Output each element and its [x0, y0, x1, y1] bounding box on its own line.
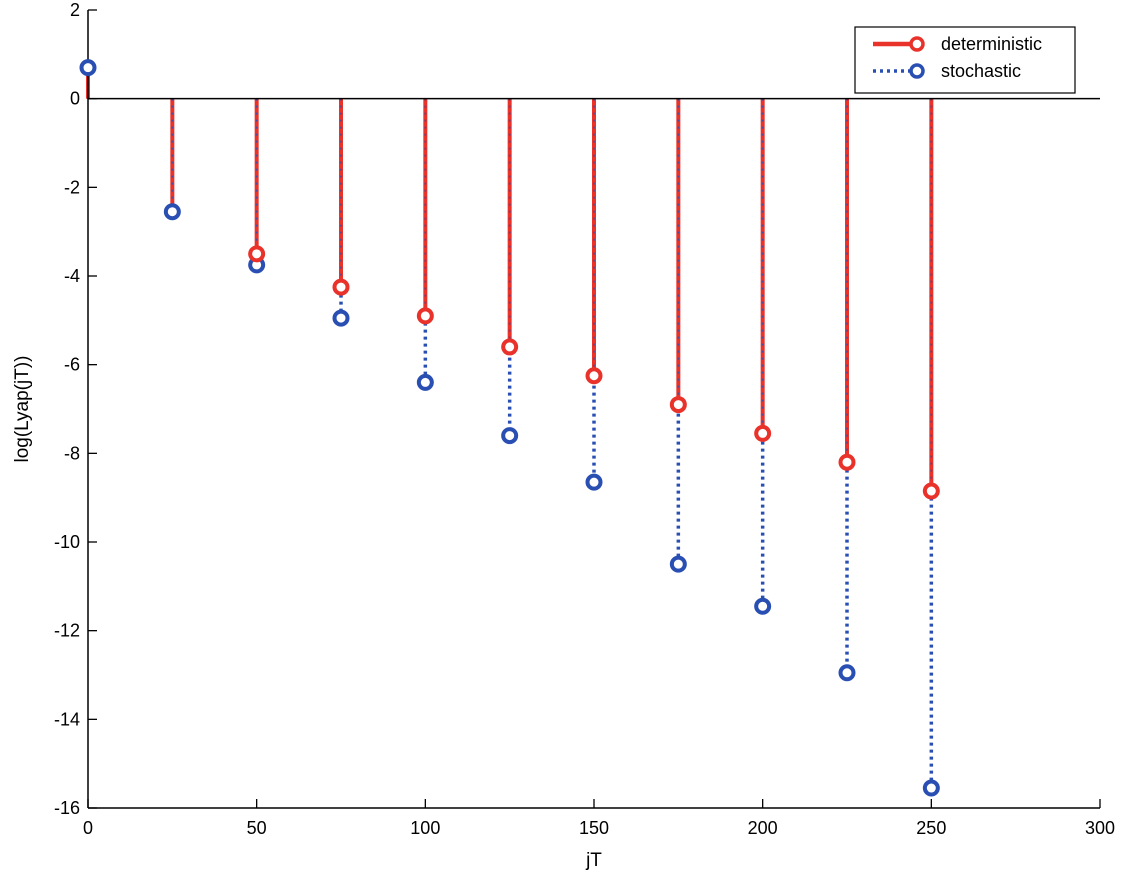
y-tick-label: -4 [64, 266, 80, 286]
y-tick-label: -6 [64, 355, 80, 375]
point-stochastic [585, 473, 603, 491]
y-tick-label: -2 [64, 177, 80, 197]
stems-layer [86, 67, 934, 789]
legend-marker-deterministic [909, 36, 925, 52]
x-axis-label: jT [585, 850, 602, 871]
point-stochastic [79, 59, 97, 77]
markers-layer [79, 59, 940, 797]
point-deterministic [585, 367, 603, 385]
x-tick-label: 0 [83, 818, 93, 838]
y-tick-label: 2 [70, 0, 80, 20]
point-deterministic [754, 424, 772, 442]
point-deterministic [501, 338, 519, 356]
point-deterministic [922, 482, 940, 500]
point-deterministic [248, 245, 266, 263]
point-stochastic [922, 779, 940, 797]
point-stochastic [416, 373, 434, 391]
y-tick-label: -10 [54, 532, 80, 552]
point-stochastic [501, 427, 519, 445]
x-tick-label: 200 [748, 818, 778, 838]
point-stochastic [838, 664, 856, 682]
axes-layer: 0 50 100 150 200 250 300 2 0 -2 -4 -6 -8 -10 -12 -14 -16 [54, 0, 1115, 838]
y-tick-label: -12 [54, 621, 80, 641]
x-tick-label: 50 [247, 818, 267, 838]
point-deterministic [838, 453, 856, 471]
legend: deterministic stochastic [854, 26, 1076, 94]
point-deterministic [416, 307, 434, 325]
point-deterministic [332, 278, 350, 296]
x-tick-label: 250 [916, 818, 946, 838]
x-tick-label: 300 [1085, 818, 1115, 838]
point-stochastic [163, 203, 181, 221]
legend-label-deterministic: deterministic [941, 34, 1042, 54]
point-deterministic [669, 396, 687, 414]
x-tick-label: 100 [410, 818, 440, 838]
legend-box [854, 26, 1076, 94]
legend-label-stochastic: stochastic [941, 61, 1021, 81]
y-tick-label: 0 [70, 89, 80, 109]
y-axis-label: log(Lyap(jT)) [12, 356, 33, 463]
point-stochastic [754, 597, 772, 615]
y-tick-label: -16 [54, 798, 80, 818]
legend-marker-stochastic [909, 63, 925, 79]
point-stochastic [332, 309, 350, 327]
x-tick-label: 150 [579, 818, 609, 838]
point-stochastic [669, 555, 687, 573]
y-tick-label: -8 [64, 443, 80, 463]
y-tick-label: -14 [54, 709, 80, 729]
